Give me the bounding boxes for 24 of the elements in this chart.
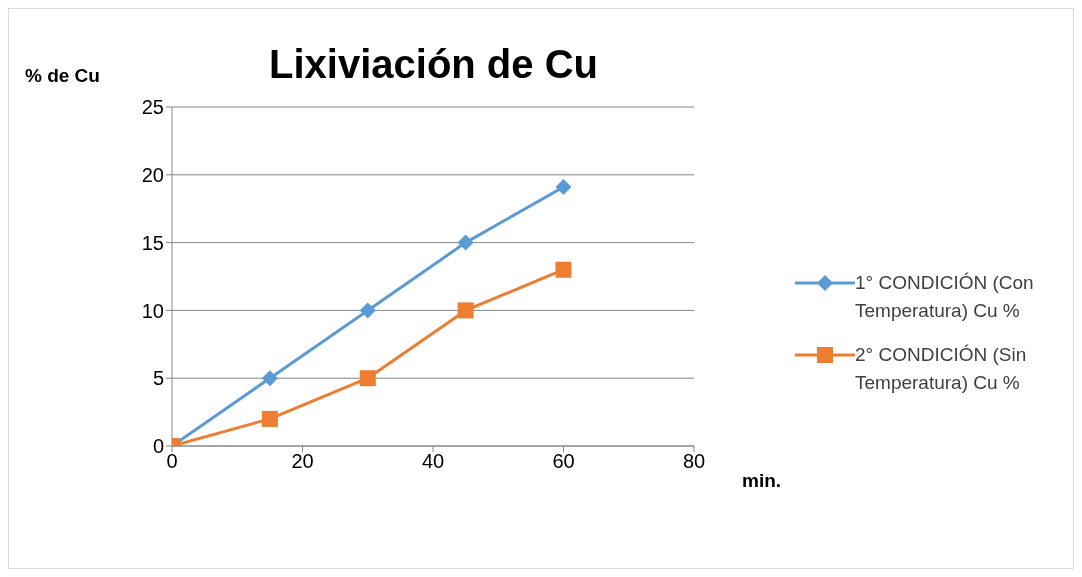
y-tick-label: 25 [141, 96, 164, 119]
point [555, 179, 572, 195]
point [555, 261, 572, 278]
point [359, 370, 376, 387]
y-tick-label: 20 [141, 163, 164, 186]
y-tick-label: 5 [152, 367, 164, 390]
x-tick-label: 80 [682, 450, 706, 473]
x-tick-label: 60 [552, 450, 575, 473]
x-tick-label: 0 [166, 450, 178, 473]
chart-title: Lixiviación de Cu [268, 42, 599, 87]
legend-label: 1° CONDICIÓN (Con Temperatura) Cu % [855, 271, 1035, 323]
point [359, 302, 376, 319]
point [261, 410, 278, 427]
y-tick-label: 15 [141, 231, 164, 254]
point [261, 370, 278, 387]
x-axis-title: min. [742, 470, 782, 492]
point [457, 302, 474, 319]
point [457, 234, 474, 251]
y-tick-label: 10 [141, 299, 164, 322]
x-tick-label: 20 [291, 450, 314, 473]
y-axis-title: % de Cu [25, 65, 100, 87]
legend-label: 2° CONDICIÓN (Sin Temperatura) Cu % [855, 343, 1028, 395]
y-tick-label: 0 [152, 435, 164, 458]
x-tick-label: 40 [421, 450, 445, 473]
